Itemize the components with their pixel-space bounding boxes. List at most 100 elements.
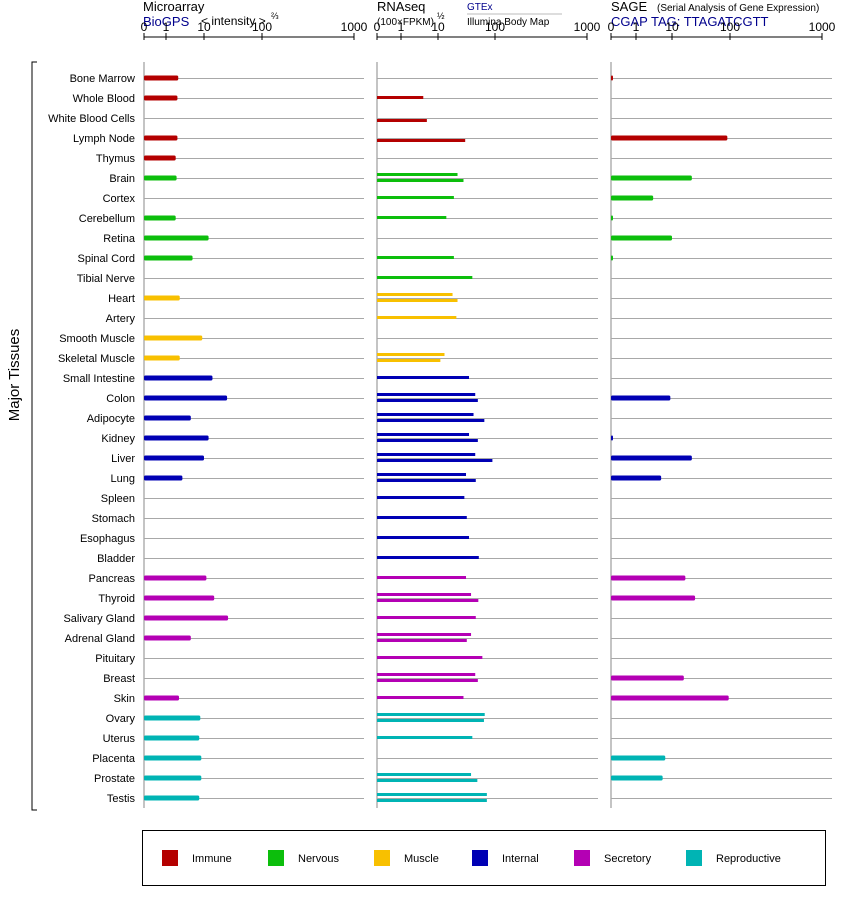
- bar-microarray-bone-marrow: [144, 75, 179, 81]
- tissue-label-ovary: Ovary: [106, 713, 136, 725]
- rnaseq-tick-label-1: 1: [398, 20, 405, 34]
- rnaseq-title: RNAseq: [377, 0, 425, 14]
- bar-rnaseq-ibm-brain: [377, 179, 464, 182]
- bar-rnaseq-gtex-small-intestine: [377, 376, 470, 379]
- microarray-title: Microarray: [143, 0, 205, 14]
- microarray-intensity-exponent: ⅔: [271, 11, 279, 21]
- tissue-label-breast: Breast: [103, 673, 135, 685]
- bar-microarray-testis: [144, 795, 200, 801]
- bar-microarray-skin: [144, 695, 180, 701]
- bar-rnaseq-gtex-stomach: [377, 516, 467, 519]
- legend-label-immune: Immune: [192, 853, 232, 865]
- bar-rnaseq-ibm-heart: [377, 299, 458, 302]
- tissue-label-heart: Heart: [108, 293, 135, 305]
- tissue-label-lung: Lung: [111, 473, 135, 485]
- legend-swatch-immune: [162, 850, 178, 866]
- tissue-label-stomach: Stomach: [92, 513, 135, 525]
- bar-rnaseq-ibm-ovary: [377, 719, 484, 722]
- bar-microarray-adipocyte: [144, 415, 191, 421]
- legend-swatch-reproductive: [686, 850, 702, 866]
- bar-rnaseq-ibm-breast: [377, 679, 478, 682]
- tissue-label-retina: Retina: [103, 233, 136, 245]
- legend-label-nervous: Nervous: [298, 853, 339, 865]
- bar-microarray-whole-blood: [144, 95, 178, 101]
- bar-rnaseq-gtex-brain: [377, 173, 458, 176]
- bar-rnaseq-gtex-cortex: [377, 196, 454, 199]
- legend-label-reproductive: Reproductive: [716, 853, 781, 865]
- bar-rnaseq-gtex-bladder: [377, 556, 479, 559]
- tissue-label-esophagus: Esophagus: [80, 533, 136, 545]
- bar-rnaseq-gtex-colon: [377, 393, 476, 396]
- legend-swatch-muscle: [374, 850, 390, 866]
- bar-rnaseq-gtex-lung: [377, 473, 467, 476]
- bar-rnaseq-gtex-liver: [377, 453, 476, 456]
- microarray-tick-label-100: 100: [252, 20, 272, 34]
- bar-microarray-ovary: [144, 715, 201, 721]
- rnaseq-tick-label-0: 0: [374, 20, 381, 34]
- rnaseq-units-exponent: ½: [437, 11, 445, 21]
- bar-sage-lung: [611, 475, 662, 481]
- microarray-tick-label-10: 10: [197, 20, 211, 34]
- bar-rnaseq-gtex-skin: [377, 696, 464, 699]
- bar-microarray-pancreas: [144, 575, 207, 581]
- bar-microarray-heart: [144, 295, 180, 301]
- bar-rnaseq-ibm-skeletal-muscle: [377, 359, 441, 362]
- bar-rnaseq-gtex-uterus: [377, 736, 473, 739]
- bar-rnaseq-gtex-cerebellum: [377, 216, 447, 219]
- bar-rnaseq-gtex-pancreas: [377, 576, 467, 579]
- tissue-label-small-intestine: Small Intestine: [63, 373, 135, 385]
- bar-rnaseq-ibm-testis: [377, 799, 487, 802]
- rnaseq-tick-label-1000: 1000: [574, 20, 601, 34]
- tissue-label-bladder: Bladder: [97, 553, 135, 565]
- y-axis-title: Major Tissues: [6, 329, 23, 422]
- bar-rnaseq-gtex-skeletal-muscle: [377, 353, 445, 356]
- bar-microarray-placenta: [144, 755, 202, 761]
- bar-sage-lymph-node: [611, 135, 728, 141]
- rnaseq-tick-label-10: 10: [431, 20, 445, 34]
- bar-rnaseq-gtex-heart: [377, 293, 453, 296]
- tissue-label-adrenal-gland: Adrenal Gland: [65, 633, 135, 645]
- bar-microarray-brain: [144, 175, 177, 181]
- legend: Immune Nervous Muscle Internal Secretory Repr…: [162, 850, 781, 866]
- bar-microarray-skeletal-muscle: [144, 355, 180, 361]
- bar-microarray-smooth-muscle: [144, 335, 203, 341]
- tissue-label-skin: Skin: [114, 693, 135, 705]
- rnaseq-units: (100×FPKM): [377, 17, 434, 28]
- tissue-label-uterus: Uterus: [103, 733, 136, 745]
- bar-microarray-thyroid: [144, 595, 215, 601]
- bar-rnaseq-gtex-thyroid: [377, 593, 472, 596]
- bar-rnaseq-ibm-lymph-node: [377, 139, 466, 142]
- sage-title: SAGE: [611, 0, 647, 14]
- bar-sage-breast: [611, 675, 684, 681]
- bar-rnaseq-gtex-spinal-cord: [377, 256, 454, 259]
- tissue-label-cerebellum: Cerebellum: [79, 213, 135, 225]
- tissue-label-cortex: Cortex: [103, 193, 136, 205]
- bar-microarray-adrenal-gland: [144, 635, 191, 641]
- tissue-label-placenta: Placenta: [92, 753, 136, 765]
- bar-rnaseq-gtex-spleen: [377, 496, 465, 499]
- bar-microarray-thymus: [144, 155, 176, 161]
- bar-sage-liver: [611, 455, 692, 461]
- bar-microarray-kidney: [144, 435, 209, 441]
- bar-microarray-colon: [144, 395, 228, 401]
- bar-rnaseq-ibm-adipocyte: [377, 419, 485, 422]
- bar-microarray-retina: [144, 235, 209, 241]
- tissue-label-spinal-cord: Spinal Cord: [78, 253, 135, 265]
- bar-sage-retina: [611, 235, 672, 241]
- tissue-label-smooth-muscle: Smooth Muscle: [59, 333, 135, 345]
- tissue-label-liver: Liver: [111, 453, 135, 465]
- tissue-label-thyroid: Thyroid: [98, 593, 135, 605]
- bar-rnaseq-gtex-tibial-nerve: [377, 276, 473, 279]
- bar-rnaseq-gtex-esophagus: [377, 536, 470, 539]
- bar-sage-cortex: [611, 195, 654, 201]
- bar-rnaseq-ibm-colon: [377, 399, 478, 402]
- sage-tag: CGAP TAG: TTAGATCGTT: [611, 14, 769, 29]
- bar-rnaseq-gtex-pituitary: [377, 656, 483, 659]
- tissue-bracket: [31, 61, 37, 811]
- bar-rnaseq-gtex-testis: [377, 793, 487, 796]
- bar-rnaseq-ibm-lung: [377, 479, 476, 482]
- bar-microarray-lung: [144, 475, 183, 481]
- bar-microarray-spinal-cord: [144, 255, 193, 261]
- bar-rnaseq-gtex-artery: [377, 316, 457, 319]
- tissue-label-pituitary: Pituitary: [95, 653, 135, 665]
